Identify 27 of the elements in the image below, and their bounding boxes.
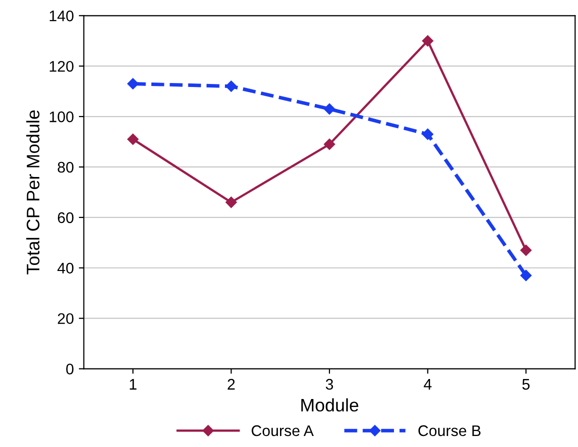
y-tick-label: 100 — [50, 111, 74, 122]
y-tick-label: 80 — [58, 162, 74, 173]
legend-label: Course A — [252, 425, 314, 436]
x-tick-label: 2 — [228, 378, 235, 390]
y-tick-label: 0 — [66, 364, 74, 374]
point — [127, 78, 139, 90]
point — [324, 138, 336, 150]
y-tick-label: 60 — [58, 212, 74, 224]
legend-label: Course B — [418, 425, 481, 436]
y-tick-label: 20 — [58, 313, 74, 324]
x-axis-title: Module — [301, 398, 358, 412]
y-tick-label: 140 — [50, 10, 74, 22]
x-tick-label: 5 — [522, 379, 530, 390]
point — [520, 244, 532, 256]
point — [422, 128, 434, 140]
point — [422, 35, 434, 46]
x-tick-label: 3 — [326, 378, 334, 390]
x-tick-label: 4 — [424, 379, 432, 390]
y-axis-title: Total CP Per Module — [26, 110, 40, 274]
x-tick-label: 1 — [130, 379, 136, 390]
point — [226, 196, 237, 208]
point — [226, 80, 237, 92]
point — [520, 270, 532, 282]
point — [127, 134, 139, 145]
y-tick-label: 120 — [50, 60, 74, 72]
point — [324, 103, 336, 115]
y-tick-label: 40 — [57, 262, 74, 274]
